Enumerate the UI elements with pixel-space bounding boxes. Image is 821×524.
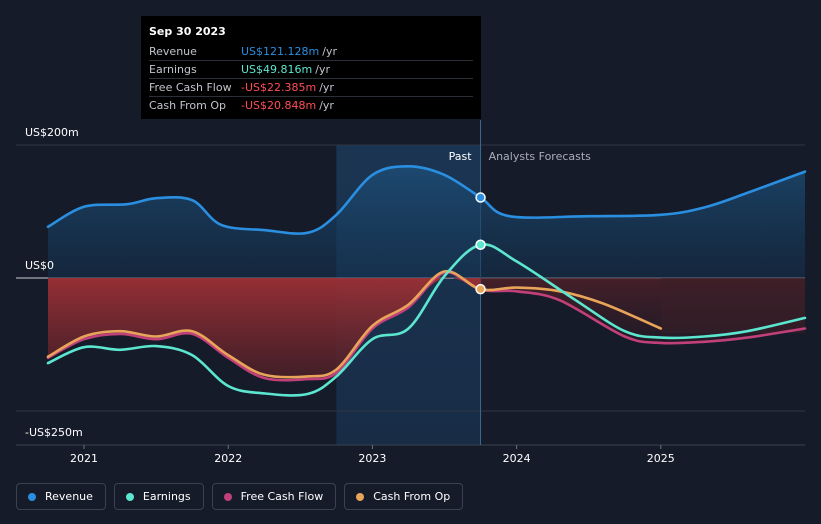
tooltip-label: Earnings (149, 63, 197, 76)
tooltip: Sep 30 2023 Revenue US$121.128m/yr Earning… (141, 16, 481, 119)
legend-label: Cash From Op (373, 490, 451, 503)
x-tick-label: 2021 (70, 452, 98, 465)
marker-earnings (475, 239, 486, 250)
tooltip-date: Sep 30 2023 (149, 25, 226, 38)
legend-label: Earnings (142, 490, 191, 503)
tooltip-value: -US$22.385m (241, 81, 317, 94)
forecast-label: Analysts Forecasts (489, 150, 592, 163)
legend-item-earnings[interactable]: Earnings (113, 483, 204, 510)
legend-dot-icon (28, 492, 36, 501)
tooltip-row: Free Cash Flow -US$22.385m/yr (149, 78, 473, 96)
fill-layer (48, 166, 805, 378)
x-tick-label: 2023 (358, 452, 386, 465)
axis-labels: US$200m US$0 -US$250m 2021 2022 2023 2024 2025 P… (25, 126, 675, 465)
legend-label: Free Cash Flow (240, 490, 324, 503)
legend-item-revenue[interactable]: Revenue (16, 483, 106, 510)
x-tick-label: 2022 (214, 452, 242, 465)
series-line-cash-from-op (46, 270, 663, 379)
forecast-shade (660, 278, 805, 333)
series-lines (46, 164, 807, 397)
marker-revenue (475, 192, 486, 203)
legend-dot-icon (356, 492, 365, 501)
tooltip-row: Revenue US$121.128m/yr (149, 43, 473, 60)
revenue-area (48, 166, 805, 278)
legend-item-cash-from-op[interactable]: Cash From Op (344, 483, 464, 510)
x-tick-label: 2025 (647, 452, 675, 465)
legend-dot-icon (125, 492, 134, 501)
legend-dot-icon (223, 492, 232, 501)
tooltip-unit: /yr (319, 81, 334, 94)
marker-cash-from-op (475, 283, 486, 295)
chart-area: US$200m US$0 -US$250m 2021 2022 2023 2024 2025 P… (16, 120, 807, 465)
tooltip-unit: /yr (319, 99, 334, 112)
tooltip-label: Revenue (149, 45, 197, 58)
series-line-free-cash-flow (46, 271, 807, 382)
negative-cash-area-past (48, 277, 481, 378)
series-line-earnings (46, 243, 807, 397)
y-tick-label: US$0 (25, 259, 54, 272)
tooltip-label: Cash From Op (149, 99, 227, 112)
tooltip-label: Free Cash Flow (149, 81, 232, 94)
past-label: Past (449, 150, 473, 163)
tooltip-row: Cash From Op -US$20.848m/yr (149, 96, 473, 114)
x-tick-label: 2024 (503, 452, 531, 465)
tooltip-unit: /yr (322, 45, 337, 58)
tooltip-row: Earnings US$49.816m/yr (149, 60, 473, 78)
tooltip-value: US$49.816m (241, 63, 313, 76)
series-line-revenue (46, 164, 807, 235)
legend: Revenue Earnings Free Cash Flow Cash From O… (16, 483, 464, 510)
legend-item-free-cash-flow[interactable]: Free Cash Flow (211, 483, 337, 510)
tooltip-value: -US$20.848m (241, 99, 317, 112)
tooltip-unit: /yr (315, 63, 330, 76)
y-tick-label: US$200m (25, 126, 79, 139)
y-tick-label: -US$250m (25, 426, 83, 439)
legend-label: Revenue (45, 490, 93, 503)
tooltip-value: US$121.128m (241, 45, 320, 58)
